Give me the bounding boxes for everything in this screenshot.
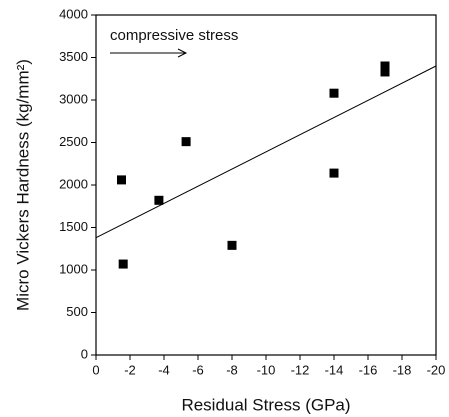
- x-tick-label: -10: [257, 362, 276, 377]
- y-tick-label: 0: [81, 346, 88, 361]
- x-tick-label: -18: [393, 362, 412, 377]
- x-tick-label: 0: [92, 362, 99, 377]
- x-tick-label: -2: [124, 362, 136, 377]
- y-axis-title: Micro Vickers Hardness (kg/mm²): [13, 59, 32, 311]
- y-tick-label: 3500: [59, 49, 88, 64]
- data-point: [118, 259, 128, 269]
- y-tick-label: 500: [66, 304, 88, 319]
- data-point: [380, 67, 390, 77]
- data-point: [227, 240, 237, 250]
- y-tick-label: 2000: [59, 176, 88, 191]
- x-axis-title: Residual Stress (GPa): [181, 395, 350, 414]
- data-point: [329, 88, 339, 98]
- y-tick-label: 3000: [59, 91, 88, 106]
- annotation: compressive stress: [110, 27, 238, 44]
- y-tick-label: 4000: [59, 6, 88, 21]
- x-tick-label: -4: [158, 362, 170, 377]
- x-tick-label: -8: [226, 362, 238, 377]
- data-point: [154, 195, 164, 205]
- x-tick-label: -6: [192, 362, 204, 377]
- x-tick-label: -16: [359, 362, 378, 377]
- x-tick-label: -14: [325, 362, 344, 377]
- x-tick-label: -12: [291, 362, 310, 377]
- data-point: [380, 61, 390, 71]
- data-point: [117, 175, 126, 185]
- y-tick-label: 2500: [59, 134, 88, 149]
- annotation-arrow: [110, 48, 188, 58]
- fit-line: [95, 65, 437, 239]
- y-tick-label: 1000: [59, 261, 88, 276]
- data-point: [329, 168, 339, 178]
- x-tick-label: -20: [427, 362, 446, 377]
- y-tick-label: 1500: [59, 219, 88, 234]
- data-point: [181, 137, 191, 147]
